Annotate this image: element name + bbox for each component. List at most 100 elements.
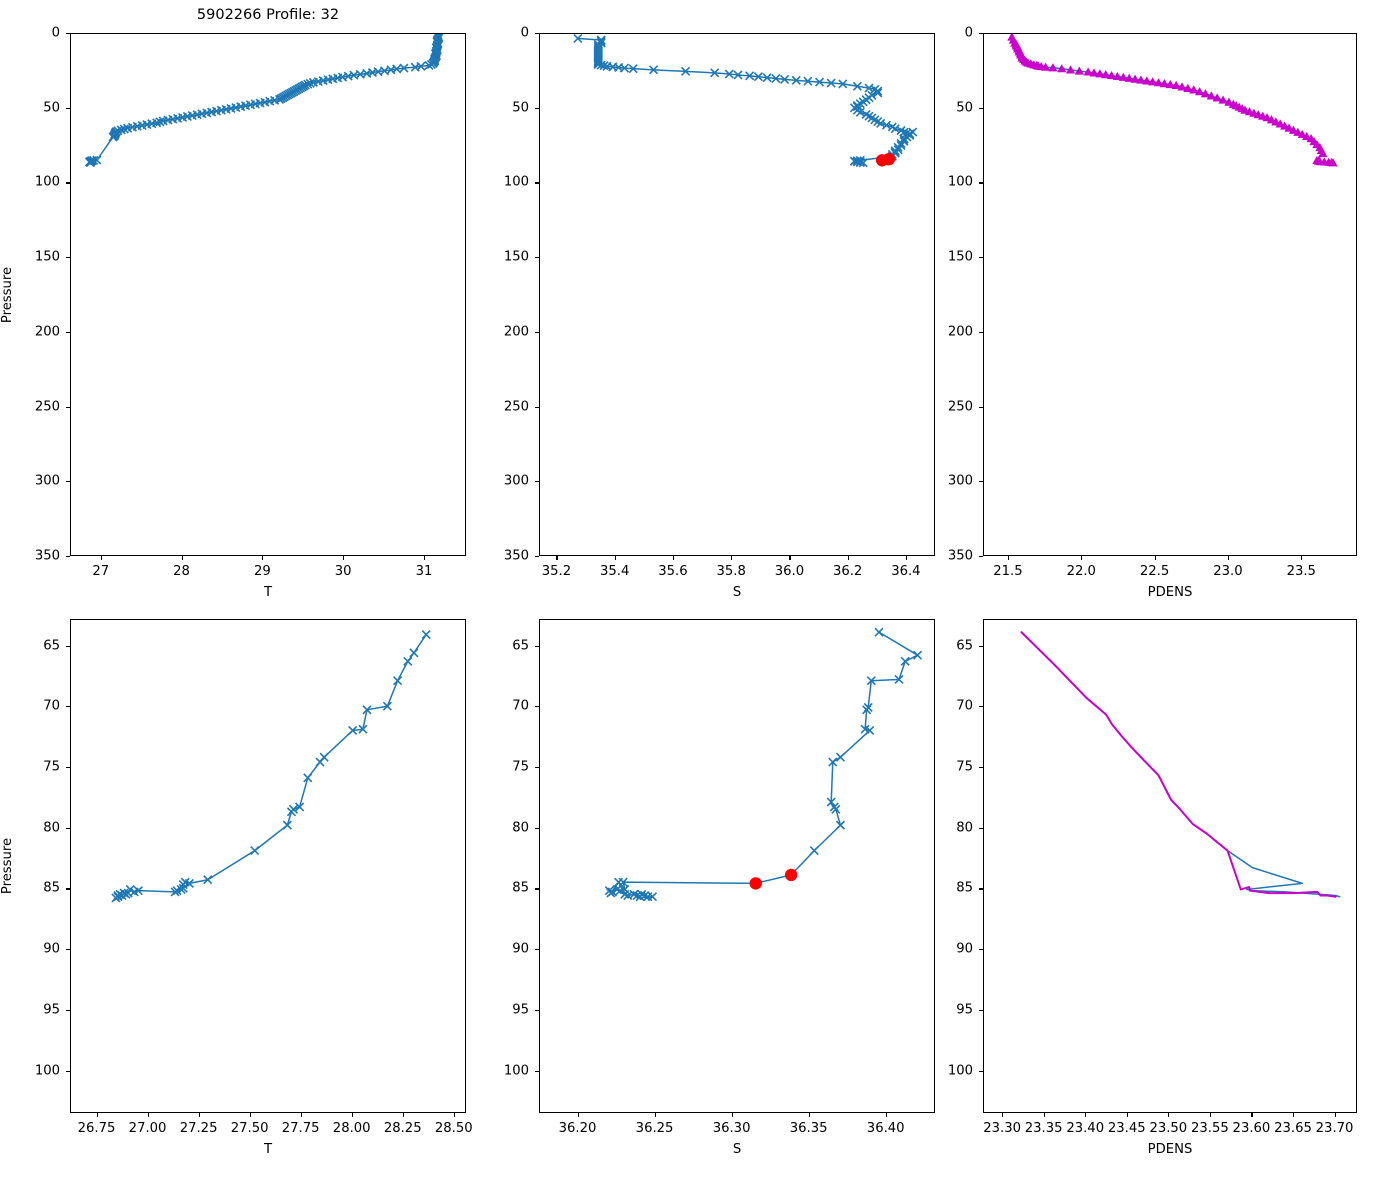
ytick-label: 90 — [43, 941, 60, 957]
ytick-label: 85 — [43, 880, 60, 896]
ytick-mark — [66, 706, 70, 708]
axes-bottom-pdens-zoom — [983, 619, 1357, 1113]
xtick-label: 28 — [173, 564, 190, 579]
ytick-label: 80 — [43, 820, 60, 836]
xtick-label: 35.4 — [600, 564, 630, 579]
xtick-mark — [1007, 556, 1010, 560]
xtick-label: 23.30 — [983, 1121, 1021, 1136]
xaxis-label: PDENS — [1147, 1142, 1193, 1157]
xtick-mark — [1168, 1113, 1170, 1117]
xtick-mark — [402, 1113, 404, 1117]
ytick-mark — [535, 767, 539, 769]
xtick-label: 23.40 — [1066, 1121, 1105, 1136]
ytick-mark — [66, 406, 70, 408]
xtick-mark — [1301, 556, 1303, 560]
xtick-label: 23.5 — [1286, 564, 1316, 579]
xtick-label: 36.30 — [712, 1121, 751, 1136]
series-line-0 — [608, 631, 919, 898]
xaxis-label: PDENS — [1147, 585, 1193, 600]
xtick-mark — [1251, 1113, 1253, 1117]
ytick-label: 65 — [512, 638, 529, 654]
xtick-mark — [1227, 556, 1230, 560]
xtick-mark — [1209, 1113, 1211, 1117]
ytick-label: 0 — [520, 25, 529, 41]
ytick-mark — [979, 406, 983, 408]
xtick-label: 36.2 — [832, 564, 863, 579]
figure-title: 5902266 Profile: 32 — [196, 7, 340, 23]
series-line-0 — [1011, 36, 1334, 164]
xtick-label: 21.5 — [993, 564, 1023, 579]
xtick-mark — [147, 1113, 149, 1117]
ytick-mark — [66, 481, 70, 483]
xtick-label: 23.70 — [1315, 1121, 1354, 1136]
xtick-mark — [731, 556, 733, 560]
ytick-label: 300 — [503, 473, 529, 489]
ytick-label: 350 — [34, 548, 60, 564]
xtick-mark — [1334, 1113, 1336, 1117]
xtick-label: 29 — [253, 564, 271, 579]
ytick-mark — [979, 1070, 983, 1072]
ytick-label: 80 — [512, 820, 529, 836]
ytick-mark — [979, 257, 983, 259]
xtick-label: 26.75 — [77, 1121, 116, 1136]
xtick-mark — [556, 556, 558, 560]
series-markers-triangle-0 — [1007, 34, 1338, 167]
xtick-mark — [343, 556, 345, 560]
ytick-mark — [979, 182, 983, 184]
ytick-mark — [979, 949, 983, 951]
ytick-mark — [535, 107, 539, 109]
plot-data-top-temperature — [85, 34, 444, 168]
xtick-label: 23.55 — [1191, 1121, 1229, 1136]
xtick-label: 36.35 — [789, 1121, 828, 1136]
ytick-label: 75 — [956, 759, 973, 775]
plot-data-top-pdens — [1007, 34, 1338, 167]
xtick-mark — [423, 556, 426, 560]
xtick-mark — [262, 556, 264, 560]
xtick-label: 27.50 — [230, 1121, 269, 1136]
xtick-label: 27.00 — [128, 1121, 167, 1136]
series-line-0 — [88, 34, 440, 164]
xtick-label: 23.35 — [1024, 1121, 1063, 1136]
ytick-mark — [535, 556, 539, 558]
ytick-mark — [535, 1070, 539, 1072]
ytick-label: 100 — [34, 1063, 60, 1079]
axes-top-salinity — [539, 33, 935, 556]
xtick-label: 23.50 — [1149, 1121, 1188, 1136]
ytick-mark — [535, 33, 539, 35]
xtick-mark — [905, 556, 907, 560]
ytick-label: 50 — [512, 100, 529, 116]
ytick-mark — [66, 182, 70, 184]
ytick-mark — [979, 827, 983, 829]
xtick-mark — [654, 1113, 656, 1117]
xtick-label: 28.50 — [434, 1121, 473, 1136]
ytick-label: 350 — [947, 548, 973, 564]
xtick-label: 36.25 — [635, 1121, 674, 1136]
ytick-label: 65 — [43, 638, 60, 654]
ytick-label: 100 — [34, 174, 60, 190]
xtick-mark — [1085, 1113, 1087, 1117]
ytick-label: 90 — [512, 941, 529, 957]
axes-top-pdens — [983, 33, 1357, 556]
xtick-label: 36.20 — [558, 1121, 597, 1136]
ytick-mark — [535, 257, 539, 259]
ytick-mark — [535, 182, 539, 184]
ytick-label: 80 — [956, 820, 973, 836]
ytick-label: 300 — [947, 473, 973, 489]
ytick-label: 70 — [512, 698, 529, 714]
ytick-mark — [535, 949, 539, 951]
xtick-mark — [1081, 556, 1083, 560]
ytick-label: 100 — [503, 1063, 529, 1079]
xtick-mark — [808, 1113, 810, 1117]
ytick-label: 350 — [503, 548, 529, 564]
xtick-label: 23.65 — [1274, 1121, 1312, 1136]
ytick-label: 85 — [512, 880, 529, 896]
ytick-label: 85 — [956, 880, 973, 896]
ytick-label: 50 — [956, 100, 973, 116]
xtick-label: 28.00 — [332, 1121, 371, 1136]
plot-data-bottom-pdens-zoom — [1020, 631, 1341, 898]
xtick-mark — [249, 1113, 251, 1117]
ytick-label: 65 — [956, 638, 973, 654]
ytick-mark — [979, 481, 983, 483]
ytick-label: 70 — [43, 698, 60, 714]
ytick-mark — [66, 107, 70, 109]
